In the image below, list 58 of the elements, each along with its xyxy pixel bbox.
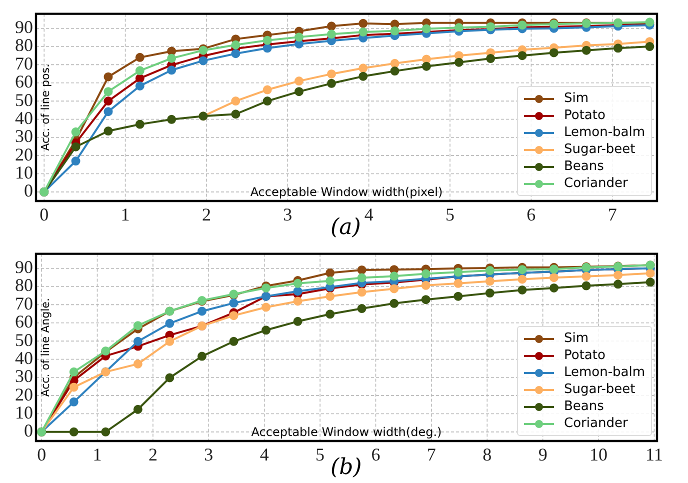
legend-label: Sim	[564, 331, 589, 346]
y-axis-title: Acc. of line Angle.	[38, 298, 52, 397]
x-tick-label: 10	[590, 444, 608, 465]
y-tick-label: 50	[15, 330, 33, 350]
legend-label: Beans	[564, 399, 604, 414]
x-axis-title: Acceptable Window width(pixel)	[250, 185, 443, 200]
y-tick-label: 10	[15, 402, 33, 422]
x-tick-label: 0	[37, 444, 46, 465]
x-tick-label: 1	[92, 444, 102, 465]
y-tick-label: 60	[15, 312, 33, 332]
x-tick-label: 8	[482, 444, 492, 465]
y-tick-label: 70	[15, 293, 33, 314]
legend-label: Sugar-beet	[564, 382, 636, 397]
x-tick-label: 5	[446, 204, 454, 225]
x-tick-label: 5	[316, 444, 325, 465]
y-tick-label: 0	[24, 180, 33, 201]
text: (b)	[330, 455, 362, 480]
y-tick-label: 70	[15, 53, 33, 74]
x-tick-label: 6	[526, 204, 536, 225]
x-tick-label: 6	[371, 444, 380, 465]
y-tick-label: 40	[15, 348, 33, 368]
y-axis-title: Acc. of line pos.	[38, 64, 52, 151]
x-tick-label: 7	[608, 204, 617, 225]
y-tick-label: 30	[15, 366, 33, 386]
x-tick-label: 1	[120, 204, 130, 225]
y-tick-label: 60	[15, 72, 33, 92]
y-tick-label: 20	[15, 384, 33, 404]
x-tick-label: 9	[538, 444, 548, 465]
x-tick-label: 0	[40, 204, 49, 225]
x-tick-label: 3	[204, 444, 214, 465]
y-tick-label: 90	[15, 17, 33, 38]
legend-label: Potato	[564, 108, 606, 123]
y-tick-label: 50	[15, 90, 33, 110]
y-tick-label: 40	[15, 108, 33, 128]
legend-label: Sugar-beet	[564, 142, 636, 157]
y-tick-label: 80	[15, 275, 33, 296]
y-tick-label: 90	[15, 257, 33, 278]
y-tick-label: 80	[15, 35, 33, 56]
text: (a)	[330, 215, 361, 240]
x-tick-label: 11	[646, 444, 663, 465]
legend-label: Coriander	[564, 176, 628, 191]
y-tick-label: 0	[24, 420, 33, 441]
x-tick-label: 3	[283, 204, 292, 225]
legend-label: Lemon-balm	[564, 125, 646, 140]
x-tick-label: 2	[202, 204, 211, 225]
legend-label: Lemon-balm	[564, 365, 646, 380]
legend-label: Sim	[564, 91, 589, 106]
x-tick-label: 4	[364, 204, 374, 225]
x-tick-label: 7	[426, 444, 436, 465]
y-tick-label: 20	[15, 144, 33, 164]
x-axis-title: Acceptable Window width(deg.)	[251, 425, 442, 440]
legend-label: Coriander	[564, 416, 628, 431]
x-tick-label: 4	[260, 444, 269, 465]
y-tick-label: 30	[15, 126, 33, 146]
legend-label: Beans	[564, 159, 604, 174]
x-tick-label: 2	[148, 444, 158, 465]
legend-label: Potato	[564, 348, 606, 363]
y-tick-label: 10	[15, 162, 33, 182]
